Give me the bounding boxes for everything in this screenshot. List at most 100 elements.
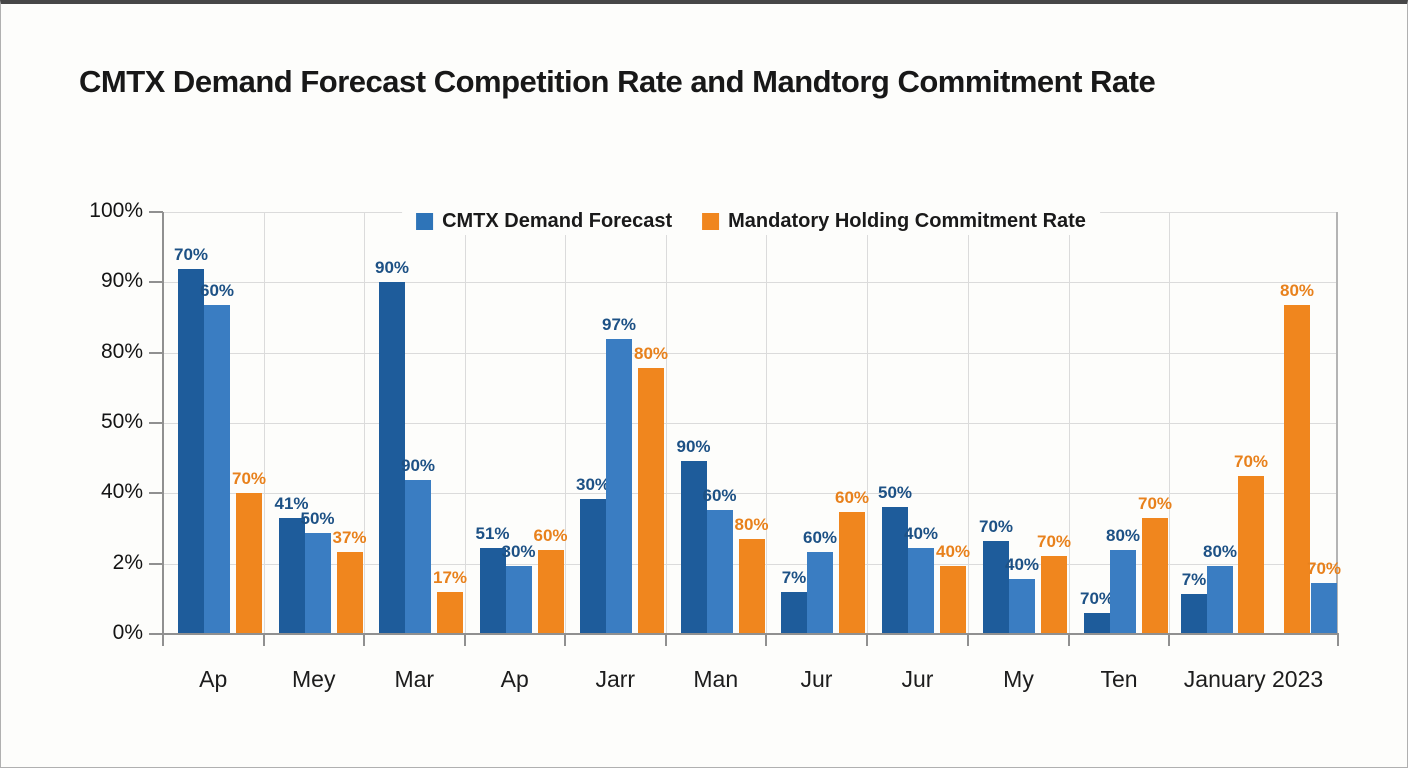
y-axis-tick-mark xyxy=(149,281,163,284)
legend-label: Mandatory Holding Commitment Rate xyxy=(728,210,1086,232)
bar xyxy=(537,549,564,634)
bar xyxy=(580,498,606,634)
bar-value-label: 70% xyxy=(1137,493,1173,513)
bar xyxy=(1041,555,1067,634)
x-axis-category-label: January 2023 xyxy=(1183,666,1324,692)
bar-value-label: 7% xyxy=(1181,569,1207,589)
bar-value-label: 30% xyxy=(501,542,536,562)
bar-value-label: 80% xyxy=(734,515,769,535)
bar-value-label: 70% xyxy=(978,517,1014,537)
bar-value-label: 60% xyxy=(533,525,568,545)
bar xyxy=(336,551,363,634)
bar-value-label: 70% xyxy=(1306,559,1342,579)
bar-value-label: 41% xyxy=(274,493,309,513)
bar xyxy=(940,566,966,634)
x-axis-category-label: Mar xyxy=(394,666,435,692)
bar xyxy=(278,517,305,634)
bar-value-label: 70% xyxy=(1079,588,1115,608)
bar xyxy=(1238,475,1264,634)
x-axis-tick-mark xyxy=(664,634,667,646)
bar xyxy=(882,507,908,634)
bar xyxy=(479,547,506,634)
bar xyxy=(706,509,733,634)
bar xyxy=(236,492,262,634)
gridline-vertical xyxy=(968,212,969,634)
gridline-vertical xyxy=(665,212,667,634)
legend-label: CMTX Demand Forecast xyxy=(442,210,673,232)
x-axis-tick-mark xyxy=(564,634,566,646)
gridline-vertical xyxy=(867,212,868,634)
y-axis-tick-label: 80% xyxy=(100,339,143,363)
y-axis-tick-label: 100% xyxy=(89,199,143,222)
bar xyxy=(839,511,865,634)
plot-right-border xyxy=(1336,212,1338,634)
bar xyxy=(405,479,431,634)
x-axis-category-label: Jur xyxy=(800,666,833,692)
bar-value-label: 90% xyxy=(676,436,711,456)
y-axis-line xyxy=(162,212,164,646)
y-axis-tick-label: 90% xyxy=(100,269,143,293)
x-axis-line xyxy=(149,633,1339,635)
legend-swatch-icon xyxy=(702,213,720,230)
y-axis-tick-label: 50% xyxy=(100,410,143,433)
legend-item: CMTX Demand Forecast xyxy=(416,210,672,233)
y-axis-tick-mark xyxy=(149,633,163,635)
bar xyxy=(1181,593,1207,634)
bar xyxy=(1084,612,1110,634)
y-axis-tick-label: 2% xyxy=(112,550,143,574)
bar-value-label: 50% xyxy=(300,508,335,528)
bar-value-label: 80% xyxy=(1202,542,1238,562)
bar xyxy=(505,566,532,634)
bar xyxy=(781,591,807,634)
x-axis-tick-mark xyxy=(765,634,767,646)
x-axis-category-label: Jur xyxy=(901,666,934,692)
gridline-horizontal xyxy=(163,493,1338,495)
gridline-horizontal xyxy=(163,423,1338,424)
x-axis-tick-mark xyxy=(967,634,969,646)
y-axis-tick-label: 40% xyxy=(100,480,143,504)
y-axis-tick-label: 0% xyxy=(112,621,143,644)
bar xyxy=(606,338,632,634)
bar xyxy=(983,541,1009,634)
x-axis-tick-mark xyxy=(463,634,466,646)
bar xyxy=(638,368,664,634)
gridline-vertical xyxy=(1069,212,1070,634)
y-axis-tick-mark xyxy=(149,211,163,213)
x-axis-tick-mark xyxy=(866,634,868,646)
bar-value-label: 40% xyxy=(1004,555,1040,575)
bar-value-label: 70% xyxy=(173,244,209,264)
bar-value-label: 80% xyxy=(1105,525,1141,545)
bar xyxy=(437,591,463,634)
gridline-vertical xyxy=(766,212,767,634)
bar-value-label: 70% xyxy=(231,468,267,488)
gridline-horizontal xyxy=(163,282,1338,284)
x-axis-category-label: Ap xyxy=(199,666,228,692)
gridline-horizontal xyxy=(163,352,1338,354)
bar xyxy=(807,551,833,634)
bar-value-label: 97% xyxy=(601,314,637,334)
bar-value-label: 60% xyxy=(702,485,737,505)
bar xyxy=(304,532,331,634)
x-axis-tick-mark xyxy=(162,634,164,646)
bar-value-label: 80% xyxy=(1279,280,1315,300)
bar-chart: 70% 60% 70% 41% 50% 37% 90% 90% 17% 51% 30% 60% 30% 9… xyxy=(1,4,1407,767)
x-axis-category-label: Mey xyxy=(292,666,336,692)
bar-value-label: 90% xyxy=(400,455,436,475)
legend-item: Mandatory Holding Commitment Rate xyxy=(702,210,1086,233)
x-axis-category-label: Man xyxy=(693,666,739,692)
bar-value-label: 70% xyxy=(1233,451,1269,471)
gridline-vertical xyxy=(263,212,265,634)
bar-value-label: 60% xyxy=(802,527,838,547)
legend: CMTX Demand Forecast Mandatory Holding Co… xyxy=(402,208,1100,235)
y-axis-tick-mark xyxy=(149,351,163,354)
legend-swatch-icon xyxy=(416,213,434,230)
x-axis-tick-mark xyxy=(1168,634,1170,646)
x-axis-category-label: Jarr xyxy=(595,666,636,692)
bar-value-label: 17% xyxy=(432,567,468,587)
bar xyxy=(1110,549,1136,634)
bar xyxy=(379,281,405,634)
y-axis-tick-mark xyxy=(149,562,163,565)
bar xyxy=(680,460,707,634)
gridline-vertical xyxy=(1169,212,1170,634)
